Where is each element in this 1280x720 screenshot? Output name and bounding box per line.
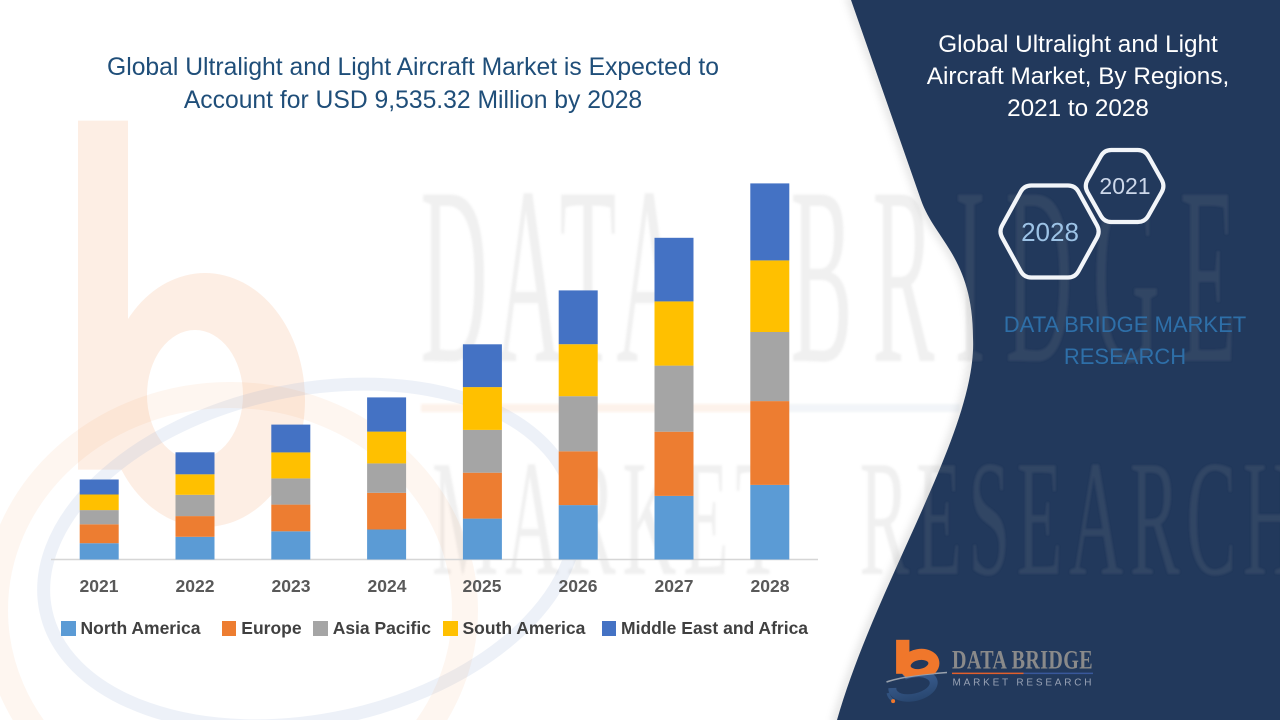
- svg-text:MARKET RESEARCH: MARKET RESEARCH: [953, 677, 1095, 688]
- svg-text:DATA: DATA: [421, 137, 691, 417]
- svg-text:RESEARCH: RESEARCH: [860, 426, 1280, 610]
- svg-text:DATA BRIDGE: DATA BRIDGE: [952, 646, 1093, 675]
